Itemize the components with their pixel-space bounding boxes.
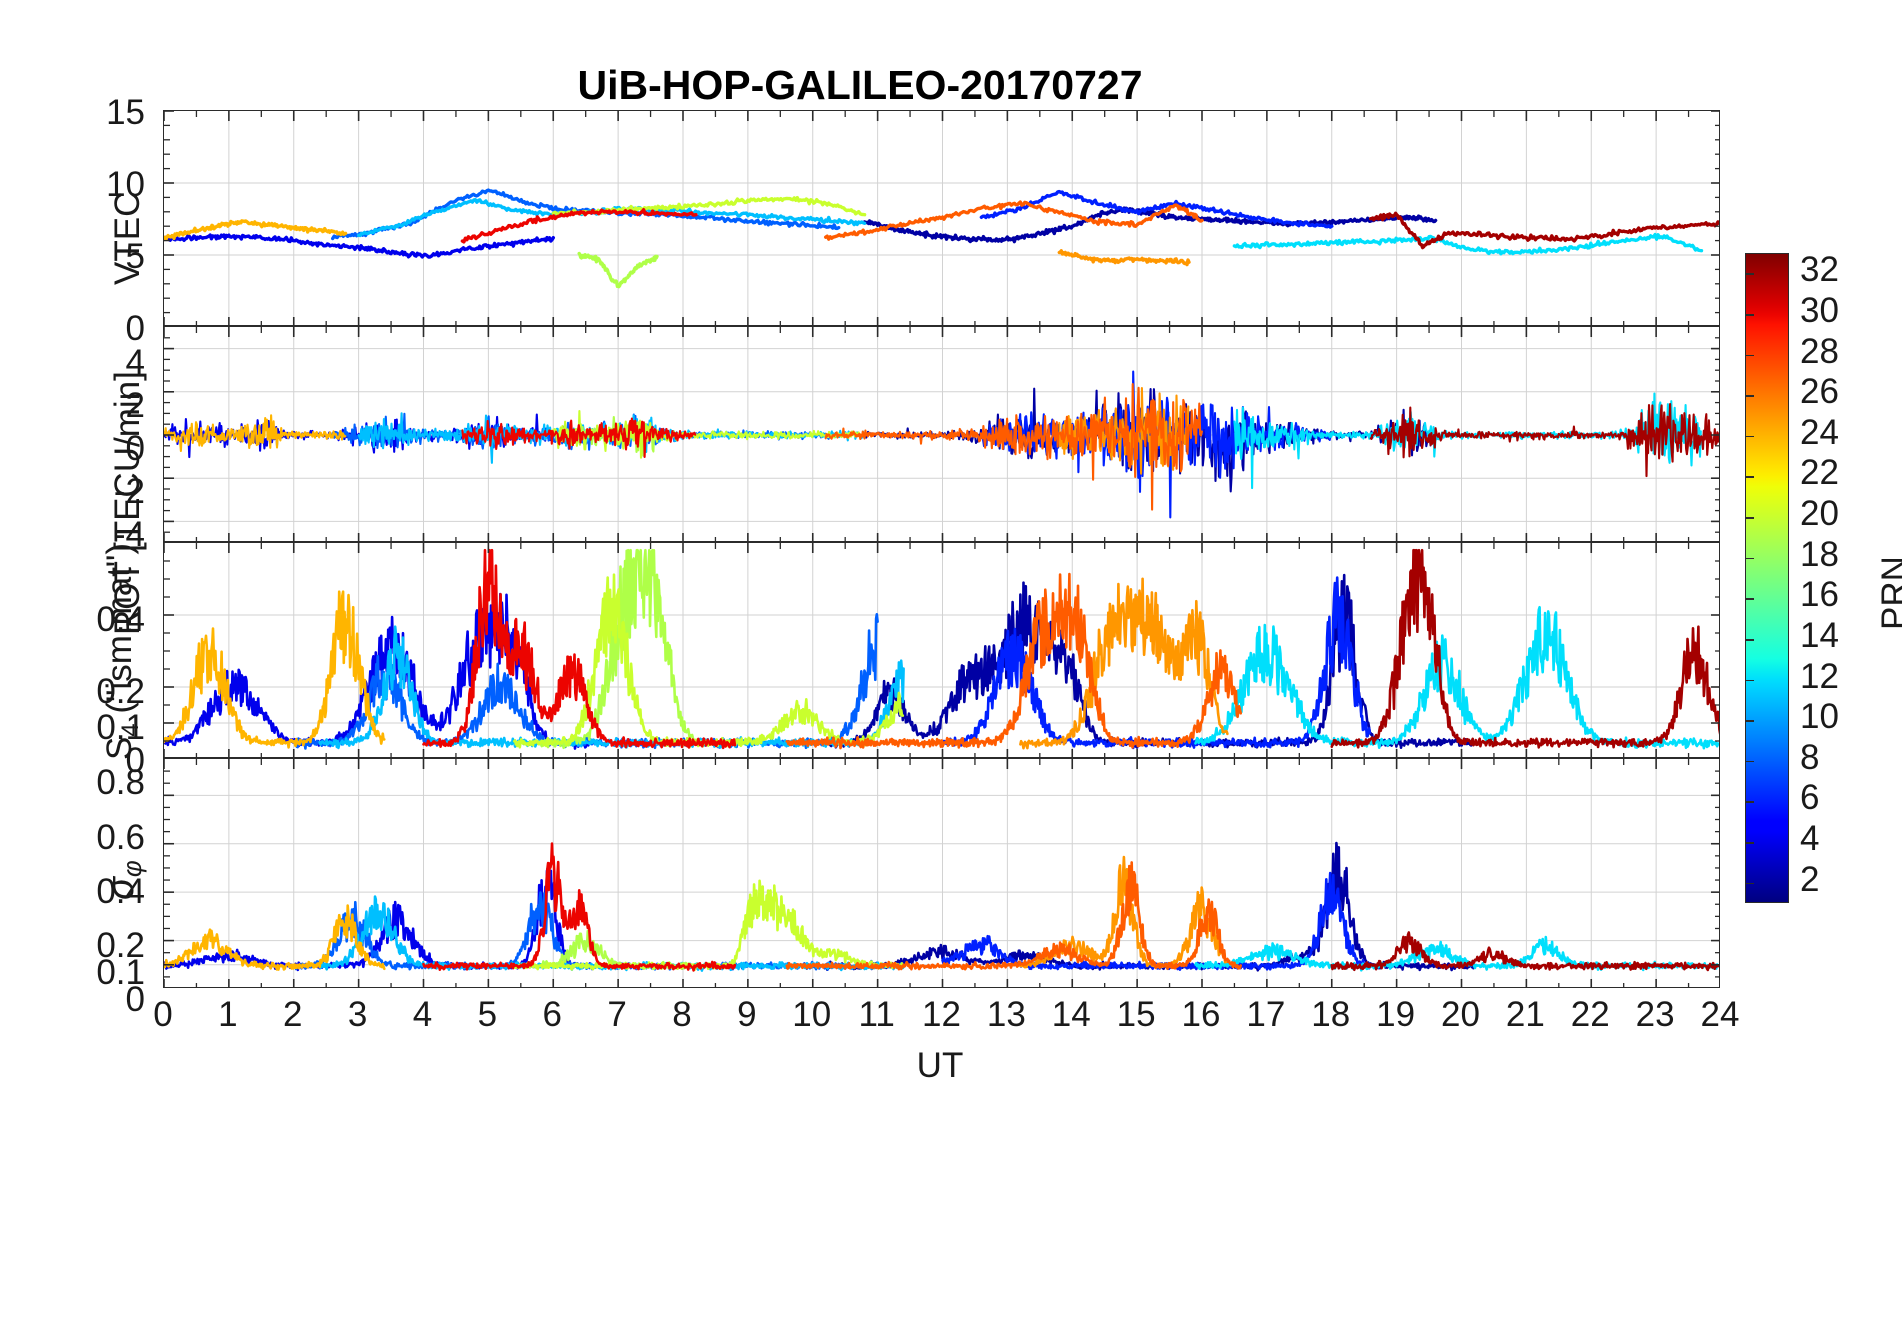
vtec-ytick-5: 5 — [125, 237, 145, 276]
colorbar-tick-2: 2 — [1800, 859, 1820, 899]
panel-s4-plot — [164, 543, 1719, 757]
colorbar-tickmark-6 — [1745, 801, 1754, 804]
colorbar-tickmark-16 — [1745, 598, 1754, 600]
sigmaphi-ytick-01: 0.1 — [96, 953, 145, 992]
colorbar-tick-10: 10 — [1800, 697, 1839, 737]
sigmaphi-ytick-04: 0.4 — [96, 872, 145, 911]
vtec-ytick-15: 15 — [106, 93, 145, 132]
rot-ytick-neg2: -2 — [113, 472, 145, 511]
x-tick-24: 24 — [1700, 995, 1740, 1034]
x-tick-0: 0 — [153, 995, 173, 1034]
colorbar-tickmark-24 — [1745, 435, 1754, 438]
colorbar-tickmark-8 — [1745, 760, 1754, 763]
x-tick-9: 9 — [737, 995, 757, 1034]
panel-sigmaphi-plot — [164, 759, 1719, 987]
colorbar-tick-8: 8 — [1800, 737, 1820, 777]
colorbar-tickmark-20 — [1745, 517, 1754, 519]
colorbar-tickmark-26 — [1745, 395, 1754, 397]
s4-ytick-02: 0.2 — [96, 672, 145, 711]
colorbar-tickmark-18 — [1745, 557, 1754, 560]
colorbar-tick-24: 24 — [1800, 412, 1839, 452]
s4-ytick-04: 0.4 — [96, 600, 145, 639]
sigmaphi-ytick-06: 0.6 — [96, 818, 145, 857]
x-tick-13: 13 — [986, 995, 1026, 1034]
x-tick-18: 18 — [1311, 995, 1351, 1034]
x-tick-3: 3 — [347, 995, 368, 1034]
panel-rot — [163, 326, 1720, 542]
colorbar-label: PRN — [1875, 556, 1902, 630]
colorbar-tickmark-4 — [1745, 842, 1754, 844]
x-tick-4: 4 — [412, 995, 433, 1034]
s4-ytick-01: 0.1 — [96, 708, 145, 747]
x-tick-8: 8 — [672, 995, 692, 1034]
colorbar-tick-20: 20 — [1800, 494, 1839, 534]
colorbar-tick-6: 6 — [1800, 778, 1820, 818]
x-tick-7: 7 — [607, 995, 627, 1034]
panel-s4 — [163, 542, 1720, 758]
vtec-ytick-10: 10 — [106, 165, 145, 204]
x-tick-20: 20 — [1441, 995, 1480, 1034]
x-tick-10: 10 — [792, 995, 832, 1034]
panel-vtec-plot — [164, 111, 1719, 325]
colorbar-tickmark-32 — [1745, 273, 1754, 275]
colorbar-tick-28: 28 — [1800, 331, 1839, 371]
sigmaphi-ytick-08: 0.8 — [96, 763, 145, 802]
x-tick-17: 17 — [1246, 995, 1286, 1034]
rot-traces — [164, 327, 1719, 541]
colorbar-tick-16: 16 — [1800, 575, 1839, 615]
colorbar-tickmark-2 — [1745, 882, 1754, 885]
x-tick-22: 22 — [1570, 995, 1610, 1034]
vtec-traces — [164, 111, 1719, 325]
vtec-ytick-0: 0 — [125, 309, 145, 348]
colorbar-tick-18: 18 — [1800, 534, 1839, 574]
colorbar-tick-14: 14 — [1800, 615, 1839, 655]
x-tick-12: 12 — [922, 995, 961, 1034]
panel-vtec — [163, 110, 1720, 326]
x-axis-label: UT — [916, 1046, 964, 1085]
x-tick-15: 15 — [1116, 995, 1156, 1034]
s4-ytick-0: 0 — [125, 741, 145, 780]
rot-ytick-4: 4 — [125, 343, 145, 382]
x-tick-21: 21 — [1505, 995, 1545, 1034]
colorbar-tick-22: 22 — [1800, 453, 1839, 493]
colorbar-tick-26: 26 — [1800, 372, 1839, 412]
colorbar-tickmark-22 — [1745, 476, 1754, 479]
page-title: UiB-HOP-GALILEO-20170727 — [577, 62, 1143, 108]
colorbar-tickmark-10 — [1745, 720, 1754, 722]
panel-rot-plot — [164, 327, 1719, 541]
sigmaphi-ytick-0: 0 — [125, 980, 145, 1019]
colorbar-tickmark-12 — [1745, 679, 1754, 682]
x-tick-14: 14 — [1051, 995, 1091, 1034]
rot-ytick-neg4: -4 — [113, 515, 145, 554]
rot-ytick-0: 0 — [125, 429, 145, 468]
colorbar-tick-4: 4 — [1800, 819, 1820, 859]
x-tick-2: 2 — [283, 995, 303, 1034]
x-tick-5: 5 — [477, 995, 498, 1034]
sigmaphi-traces — [164, 759, 1719, 987]
panel-sigmaphi — [163, 758, 1720, 988]
s4-traces — [164, 543, 1719, 757]
rot-ytick-2: 2 — [125, 386, 145, 425]
colorbar-tickmark-14 — [1745, 638, 1754, 641]
x-tick-11: 11 — [858, 995, 895, 1034]
colorbar-tickmark-30 — [1745, 313, 1754, 316]
x-tick-6: 6 — [542, 995, 562, 1034]
x-tick-16: 16 — [1181, 995, 1221, 1034]
colorbar-tick-30: 30 — [1800, 290, 1839, 330]
x-tick-19: 19 — [1376, 995, 1416, 1034]
x-tick-1: 1 — [218, 995, 238, 1034]
x-tick-23: 23 — [1635, 995, 1675, 1034]
colorbar-tick-12: 12 — [1800, 656, 1839, 696]
sigmaphi-ytick-02: 0.2 — [96, 926, 145, 965]
colorbar-tick-32: 32 — [1800, 250, 1839, 290]
colorbar-tickmark-28 — [1745, 354, 1754, 357]
colorbar-prn — [1745, 253, 1789, 903]
